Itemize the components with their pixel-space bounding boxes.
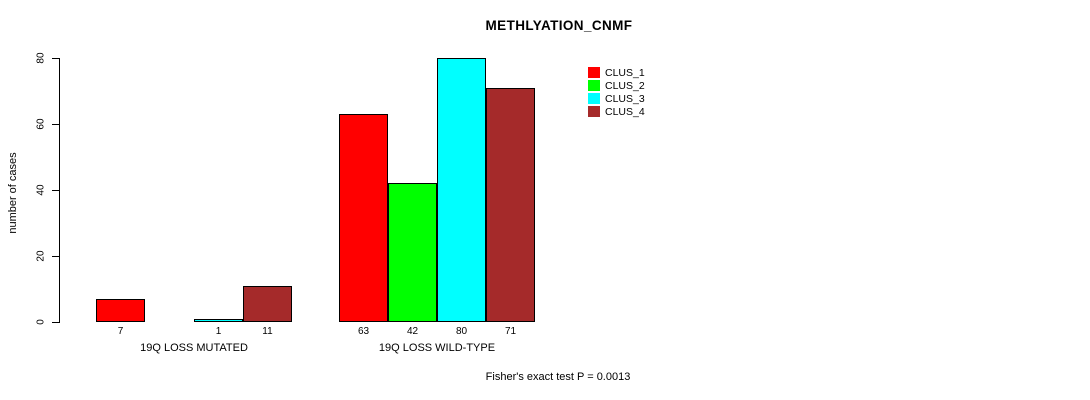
legend-swatch	[588, 93, 600, 104]
group-label: 19Q LOSS MUTATED	[140, 342, 248, 354]
y-tick-label: 20	[35, 250, 47, 262]
fisher-test-note: Fisher's exact test P = 0.0013	[485, 371, 631, 383]
bar-clus_4	[243, 286, 292, 322]
legend-swatch	[588, 80, 600, 91]
y-tick	[52, 58, 60, 59]
bar-clus_3	[194, 319, 243, 322]
bar-clus_1	[339, 114, 388, 322]
legend-item-clus_4: CLUS_4	[588, 105, 645, 118]
legend-swatch	[588, 106, 600, 117]
bar-count-label: 7	[117, 326, 124, 337]
legend-swatch	[588, 67, 600, 78]
legend: CLUS_1 CLUS_2 CLUS_3 CLUS_4	[588, 66, 645, 118]
legend-item-clus_1: CLUS_1	[588, 66, 645, 79]
bar-clus_2	[388, 183, 437, 322]
group-label: 19Q LOSS WILD-TYPE	[378, 342, 496, 354]
bar-clus_3	[437, 58, 486, 322]
y-tick-label: 80	[35, 52, 47, 64]
legend-item-clus_2: CLUS_2	[588, 79, 645, 92]
bar-count-label: 80	[455, 326, 468, 337]
y-tick-label: 0	[35, 319, 47, 325]
legend-label: CLUS_4	[605, 105, 645, 118]
bar-count-label: 63	[357, 326, 370, 337]
bar-count-label: 71	[504, 326, 517, 337]
chart-title: METHLYATION_CNMF	[485, 18, 633, 33]
y-axis-label: number of cases	[7, 152, 19, 234]
y-tick	[52, 124, 60, 125]
legend-label: CLUS_1	[605, 66, 645, 79]
y-tick	[52, 256, 60, 257]
bar-count-label: 11	[262, 326, 273, 337]
bar-count-label: 1	[215, 326, 222, 337]
legend-label: CLUS_2	[605, 79, 645, 92]
y-tick	[52, 190, 60, 191]
legend-label: CLUS_3	[605, 92, 645, 105]
bar-clus_4	[486, 88, 535, 322]
bar-clus_1	[96, 299, 145, 322]
bar-count-label: 42	[406, 326, 419, 337]
legend-item-clus_3: CLUS_3	[588, 92, 645, 105]
y-tick	[52, 322, 60, 323]
y-tick-label: 60	[35, 118, 47, 130]
y-tick-label: 40	[35, 184, 47, 196]
